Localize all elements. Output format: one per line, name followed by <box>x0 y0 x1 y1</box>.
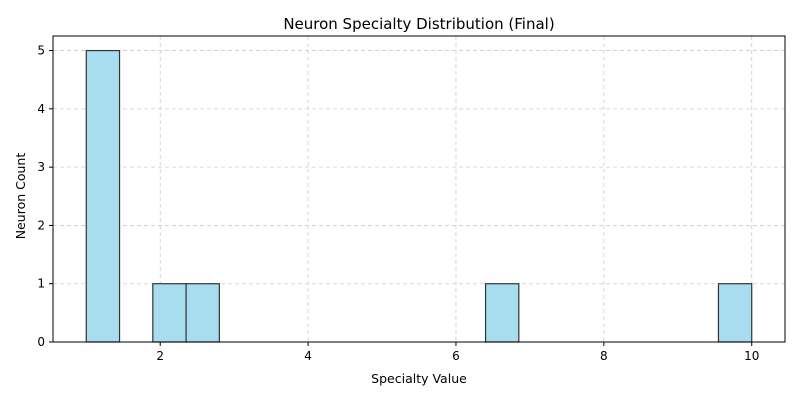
x-axis-label: Specialty Value <box>371 371 467 386</box>
histogram-bar <box>152 283 187 343</box>
y-tick-label: 4 <box>37 102 45 116</box>
y-tick-label: 0 <box>37 335 45 349</box>
histogram-bar <box>185 283 220 343</box>
y-axis-ticks: 0 1 2 3 4 5 <box>37 44 53 349</box>
plot-frame <box>52 35 786 343</box>
y-tick-label: 2 <box>37 218 45 232</box>
x-tick-label: 6 <box>452 349 460 363</box>
y-axis-label: Neuron Count <box>13 153 28 240</box>
chart-title: Neuron Specialty Distribution (Final) <box>283 15 554 33</box>
x-tick-label: 2 <box>156 349 164 363</box>
x-tick-label: 4 <box>304 349 312 363</box>
histogram-bar <box>85 49 121 343</box>
x-tick-label: 10 <box>744 349 759 363</box>
y-tick-label: 3 <box>37 160 45 174</box>
x-tick-label: 8 <box>600 349 608 363</box>
histogram-bar <box>484 283 520 343</box>
x-axis-ticks: 2 4 6 8 10 <box>156 342 759 363</box>
y-tick-label: 5 <box>37 44 45 58</box>
histogram-bar <box>717 283 753 343</box>
y-tick-label: 1 <box>37 277 45 291</box>
histogram-bars <box>85 49 753 343</box>
